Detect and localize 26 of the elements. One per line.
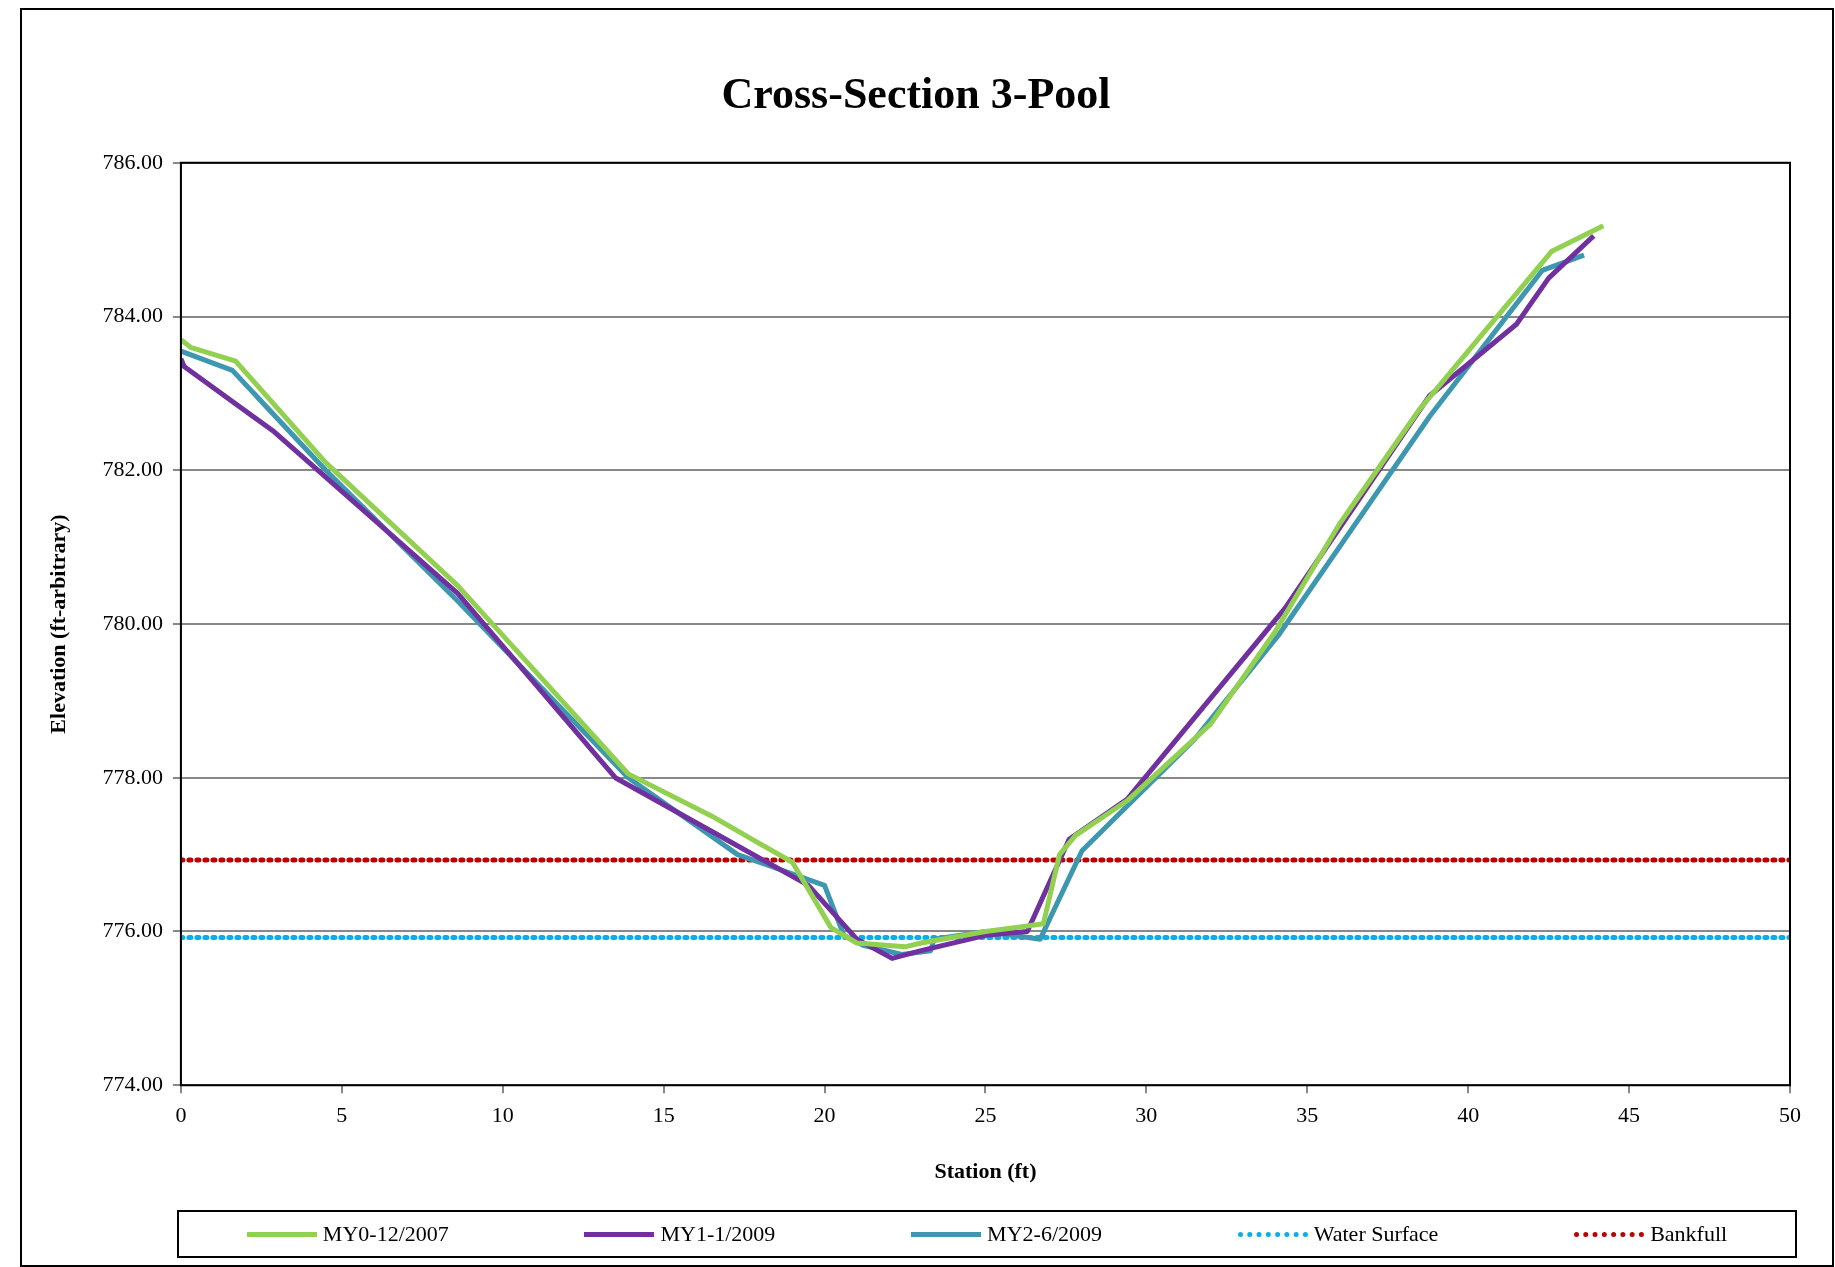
y-tick-label: 776.00 [102,917,163,943]
x-tick-label: 30 [1135,1102,1158,1128]
y-tick-label: 784.00 [102,302,163,328]
x-tick-label: 35 [1296,1102,1319,1128]
legend-label: MY1-1/2009 [660,1221,776,1247]
legend-label: Bankfull [1650,1221,1728,1247]
x-tick-label: 10 [491,1102,514,1128]
y-tick-label: 780.00 [102,609,163,635]
x-tick-label: 40 [1457,1102,1480,1128]
x-tick-label: 0 [175,1102,187,1128]
legend-label: MY0-12/2007 [322,1221,449,1247]
x-tick-label: 20 [813,1102,836,1128]
x-tick-label: 50 [1779,1102,1801,1128]
chart-title: Cross-Section 3-Pool [721,68,1111,118]
x-tick-label: 25 [974,1102,997,1128]
x-tick-label: 15 [652,1102,675,1128]
legend-label: Water Surface [1313,1221,1439,1247]
y-tick-label: 786.00 [102,148,163,174]
legend-label: MY2-6/2009 [987,1221,1102,1247]
x-axis-title: Station (ft) [934,1158,1037,1184]
y-tick-label: 774.00 [102,1070,163,1096]
x-tick-label: 5 [336,1102,348,1128]
y-tick-label: 778.00 [102,763,163,789]
y-axis-title: Elevation (ft-arbitrary) [44,514,70,734]
y-tick-label: 782.00 [102,456,163,482]
x-tick-label: 45 [1618,1102,1641,1128]
